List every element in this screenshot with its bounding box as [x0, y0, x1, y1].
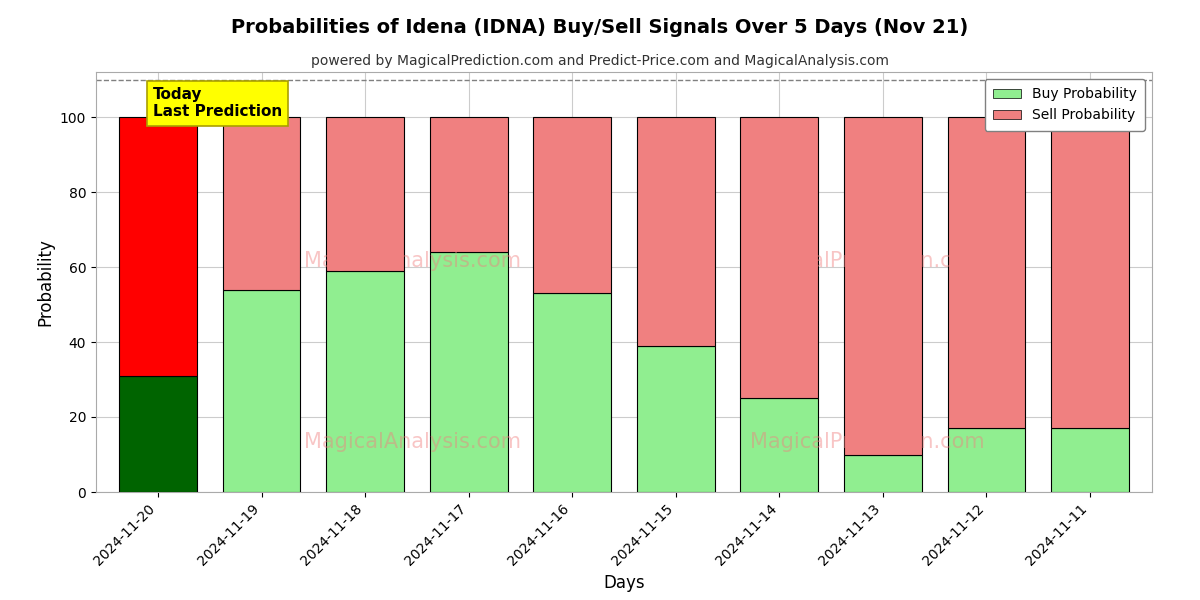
- Text: MagicalAnalysis.com: MagicalAnalysis.com: [305, 431, 521, 452]
- Text: MagicalPrediction.com: MagicalPrediction.com: [750, 251, 984, 271]
- Bar: [740, 117, 818, 398]
- Legend: Buy Probability, Sell Probability: Buy Probability, Sell Probability: [985, 79, 1145, 131]
- Text: MagicalAnalysis.com: MagicalAnalysis.com: [305, 251, 521, 271]
- Bar: [844, 455, 922, 492]
- Text: MagicalPrediction.com: MagicalPrediction.com: [750, 431, 984, 452]
- Bar: [534, 293, 611, 492]
- Y-axis label: Probability: Probability: [36, 238, 54, 326]
- Bar: [844, 117, 922, 455]
- Bar: [119, 117, 197, 376]
- Text: Today
Last Prediction: Today Last Prediction: [152, 87, 282, 119]
- Bar: [740, 398, 818, 492]
- Bar: [430, 252, 508, 492]
- Text: Probabilities of Idena (IDNA) Buy/Sell Signals Over 5 Days (Nov 21): Probabilities of Idena (IDNA) Buy/Sell S…: [232, 18, 968, 37]
- Bar: [430, 117, 508, 252]
- Bar: [534, 117, 611, 293]
- X-axis label: Days: Days: [604, 574, 644, 592]
- Bar: [223, 290, 300, 492]
- Text: powered by MagicalPrediction.com and Predict-Price.com and MagicalAnalysis.com: powered by MagicalPrediction.com and Pre…: [311, 54, 889, 68]
- Bar: [326, 271, 404, 492]
- Bar: [223, 117, 300, 290]
- Bar: [119, 376, 197, 492]
- Bar: [637, 117, 714, 346]
- Bar: [948, 428, 1025, 492]
- Bar: [326, 117, 404, 271]
- Bar: [948, 117, 1025, 428]
- Bar: [1051, 117, 1129, 428]
- Bar: [1051, 428, 1129, 492]
- Bar: [637, 346, 714, 492]
